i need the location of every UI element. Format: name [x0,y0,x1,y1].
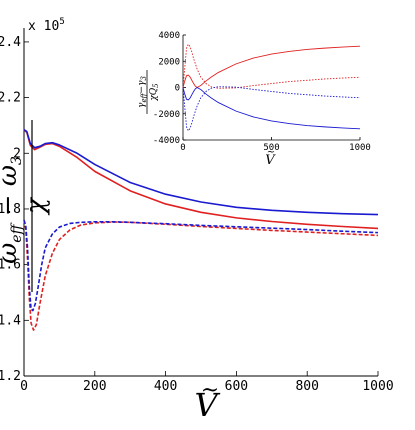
main-y-tick-label: 1.8 [0,202,21,217]
inset-y-tick-label: -4000 [153,136,180,146]
main-y-tick-label: 1.2 [0,369,21,384]
inset-background [183,35,358,140]
main-x-tick-label: 800 [295,379,318,394]
inset-y-label-numerator: γeff−γ3 [137,76,148,108]
main-y-axis-label: ωeff − ω3 [0,156,25,264]
main-series-line-2 [23,219,379,331]
inset-y-tick-label: -2000 [153,110,180,120]
inset-x-tick-label: 1000 [349,143,371,153]
main-x-tick-label: 0 [20,379,28,394]
inset-x-tick-label: 0 [180,143,185,153]
inset-plot: 0 500 1000 4000 2000 0 -2000 -4000 γeff−γ3 χQ5… [137,31,371,168]
inset-y-tick-label: 2000 [158,57,180,67]
main-x-tick-label: 1000 [362,379,393,394]
main-y-tick-label: 2 [13,146,21,161]
main-y-tick-label: 2.2 [0,91,21,106]
main-y-axis-label-denominator: χ [21,196,51,216]
main-x-axis-label-tilde: ~ [201,378,219,403]
main-series-line-0 [23,129,379,230]
main-series-line-3 [23,219,379,312]
inset-series-line-3 [182,86,361,132]
inset-x-tick-label: 500 [263,143,279,153]
inset-series-line-0 [182,45,361,88]
inset-x-axis-label: V [265,153,276,168]
main-y-tick-label: 2.4 [0,35,21,50]
main-x-axis-label: V [194,386,220,424]
inset-y-tick-label: 0 [175,84,180,94]
main-x-tick-label: 600 [225,379,248,394]
inset-y-label-denominator: χQ5 [149,83,160,102]
inset-x-axis-label-tilde: ~ [267,147,275,158]
main-x-tick-label: 200 [83,379,106,394]
main-x-tick-label: 400 [154,379,177,394]
main-y-tick-label: 1.4 [0,313,21,328]
inset-series-line-1 [182,87,361,130]
inset-series-line-2 [182,43,361,89]
inset-y-tick-label: 4000 [158,31,180,41]
y-multiplier: x 105 [28,17,65,34]
main-plot: 0 200 400 600 800 1000 1.2 1.4 1.6 1.8 2 2.2 2.4 x … [0,17,394,424]
main-y-tick-label: 1.6 [0,258,21,273]
main-series-line-1 [23,128,379,216]
